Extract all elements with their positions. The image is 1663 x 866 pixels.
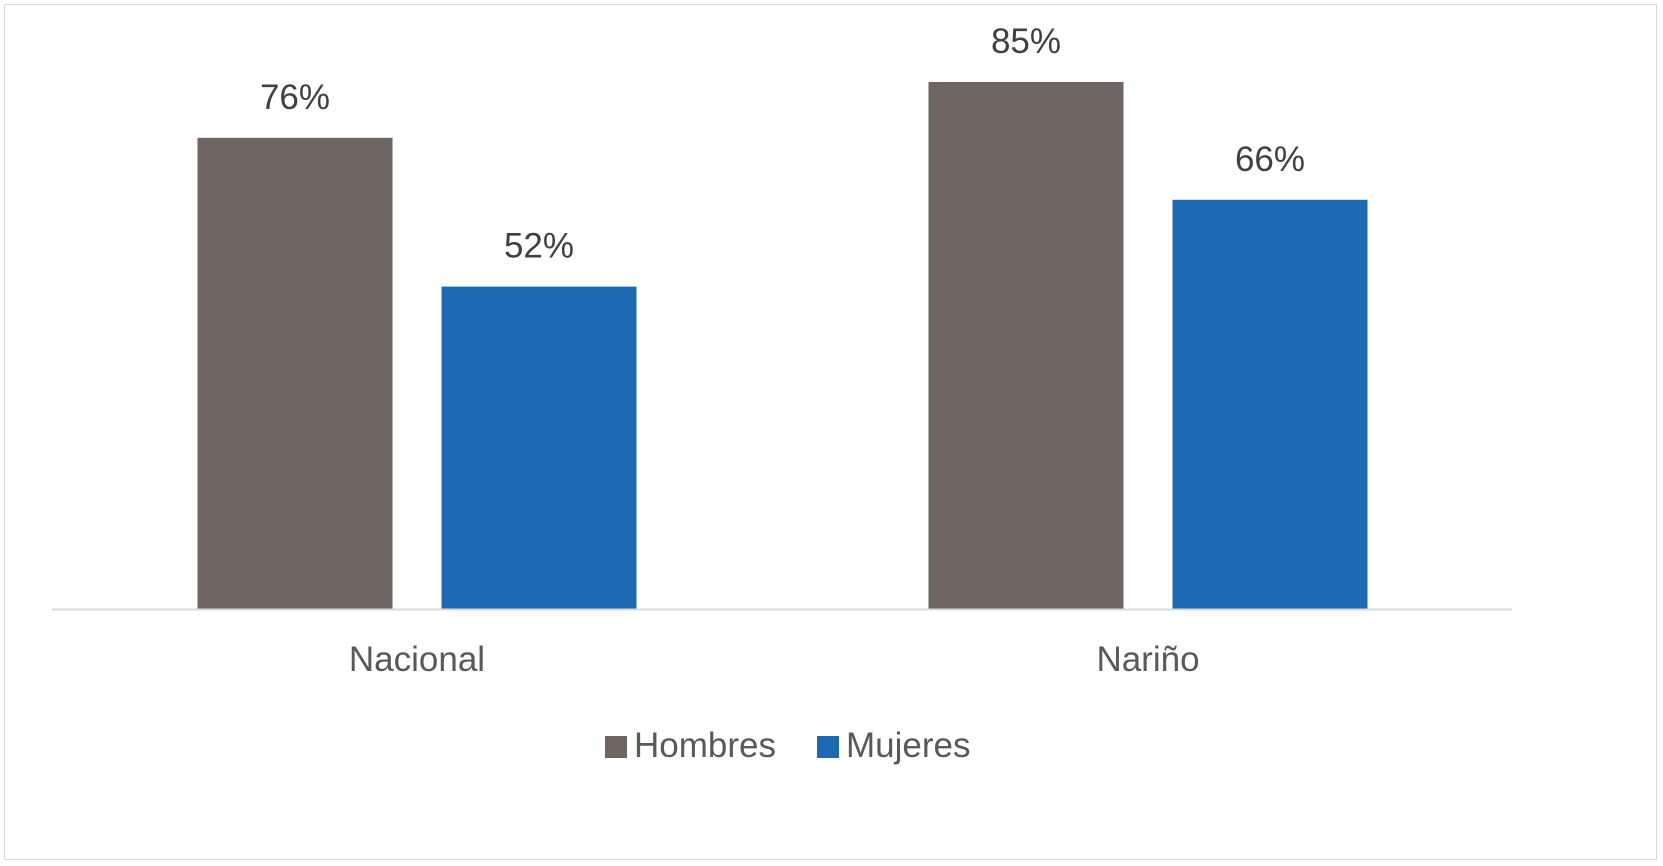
legend-item-mujeres: Mujeres: [817, 726, 970, 765]
bars-layer: [197, 82, 1368, 610]
category-labels-layer: Nacional Nariño: [349, 640, 1200, 679]
legend: Hombres Mujeres: [605, 726, 970, 765]
bar-mujeres-narino: [1172, 199, 1368, 610]
legend-swatch-mujeres: [817, 736, 839, 758]
legend-label-mujeres: Mujeres: [846, 726, 970, 765]
data-label-hombres-nacional: 76%: [260, 78, 330, 117]
category-label-narino: Nariño: [1096, 640, 1199, 679]
data-label-hombres-narino: 85%: [991, 22, 1061, 61]
data-label-mujeres-nacional: 52%: [504, 227, 574, 266]
legend-item-hombres: Hombres: [605, 726, 776, 765]
bar-hombres-narino: [928, 82, 1124, 609]
data-label-mujeres-narino: 66%: [1235, 140, 1305, 179]
data-labels-layer: 76% 52% 85% 66%: [260, 22, 1305, 266]
legend-label-hombres: Hombres: [634, 726, 776, 765]
category-label-nacional: Nacional: [349, 640, 485, 679]
legend-swatch-hombres: [605, 736, 627, 758]
bar-mujeres-nacional: [441, 286, 637, 609]
bar-hombres-nacional: [197, 137, 393, 610]
